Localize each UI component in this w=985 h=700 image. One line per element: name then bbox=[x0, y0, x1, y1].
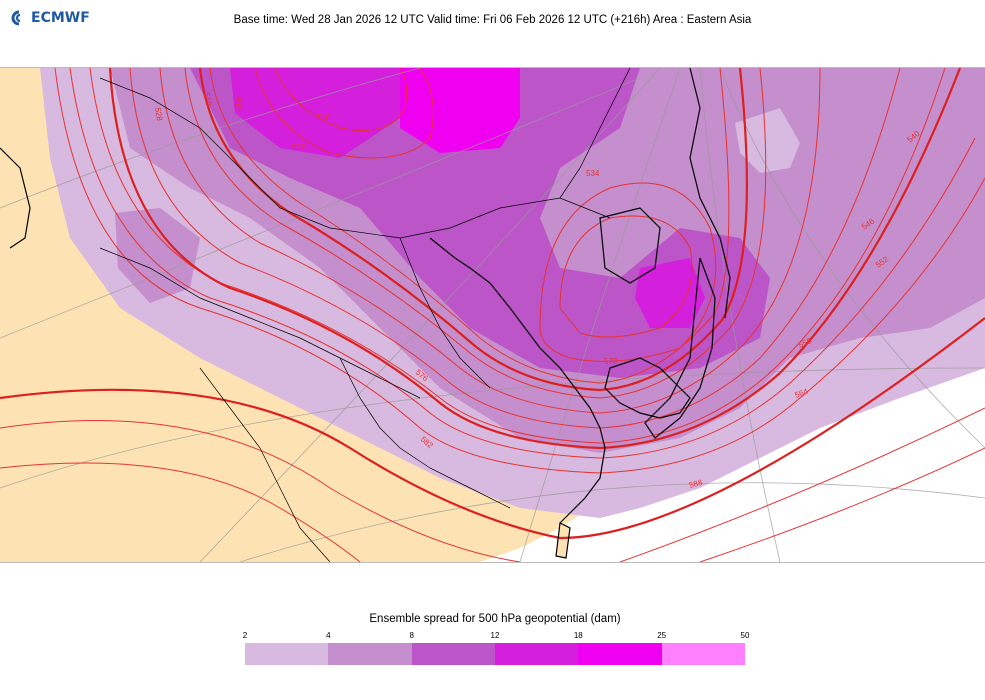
contour-label: 510 bbox=[317, 113, 331, 122]
legend-tick: 2 bbox=[242, 631, 248, 640]
ecmwf-logo-text: ECMWF bbox=[31, 10, 90, 26]
map-panel[interactable]: 510 510 516 522 528 534 540 546 552 558 … bbox=[0, 67, 985, 563]
contour-label: 570 bbox=[604, 357, 618, 366]
legend-swatch bbox=[494, 643, 579, 665]
contour-label: 588 bbox=[688, 478, 704, 490]
forecast-header: Base time: Wed 28 Jan 2026 12 UTC Valid … bbox=[233, 14, 752, 26]
spread-band-4-8-west bbox=[115, 208, 200, 303]
legend-swatch bbox=[661, 643, 745, 665]
legend-swatch bbox=[578, 643, 662, 665]
legend-title: Ensemble spread for 500 hPa geopotential… bbox=[369, 613, 621, 625]
legend-swatch bbox=[328, 643, 412, 665]
ecmwf-logo-icon bbox=[11, 10, 21, 26]
legend-colorbar bbox=[245, 643, 745, 665]
contour-label: 516 bbox=[233, 97, 244, 112]
spread-band-12-18-east bbox=[635, 258, 705, 328]
geopotential-contours bbox=[0, 68, 985, 562]
legend-ticks: 2 4 8 12 18 25 50 bbox=[242, 631, 750, 643]
contour-label: 522 bbox=[292, 143, 306, 152]
ecmwf-logo: ECMWF bbox=[10, 9, 90, 27]
legend-tick: 18 bbox=[573, 631, 583, 640]
contour-label: 564 bbox=[794, 387, 810, 400]
legend-swatch bbox=[411, 643, 495, 665]
coastlines bbox=[0, 68, 731, 559]
geopotential-thick-contours bbox=[0, 68, 985, 540]
legend-swatch bbox=[245, 643, 329, 665]
spread-band-12-18 bbox=[230, 68, 400, 158]
legend-tick: 8 bbox=[409, 631, 414, 640]
borders bbox=[99, 68, 631, 562]
contour-label: 528 bbox=[153, 107, 164, 122]
legend-tick: 25 bbox=[657, 631, 667, 640]
contour-label: 510 bbox=[202, 92, 213, 107]
spread-light-patch bbox=[735, 108, 800, 173]
legend-tick: 4 bbox=[326, 631, 331, 640]
spread-map: 510 510 516 522 528 534 540 546 552 558 … bbox=[0, 68, 985, 562]
legend-tick: 50 bbox=[740, 631, 750, 640]
legend-tick: 12 bbox=[490, 631, 500, 640]
contour-label: 534 bbox=[586, 169, 600, 178]
